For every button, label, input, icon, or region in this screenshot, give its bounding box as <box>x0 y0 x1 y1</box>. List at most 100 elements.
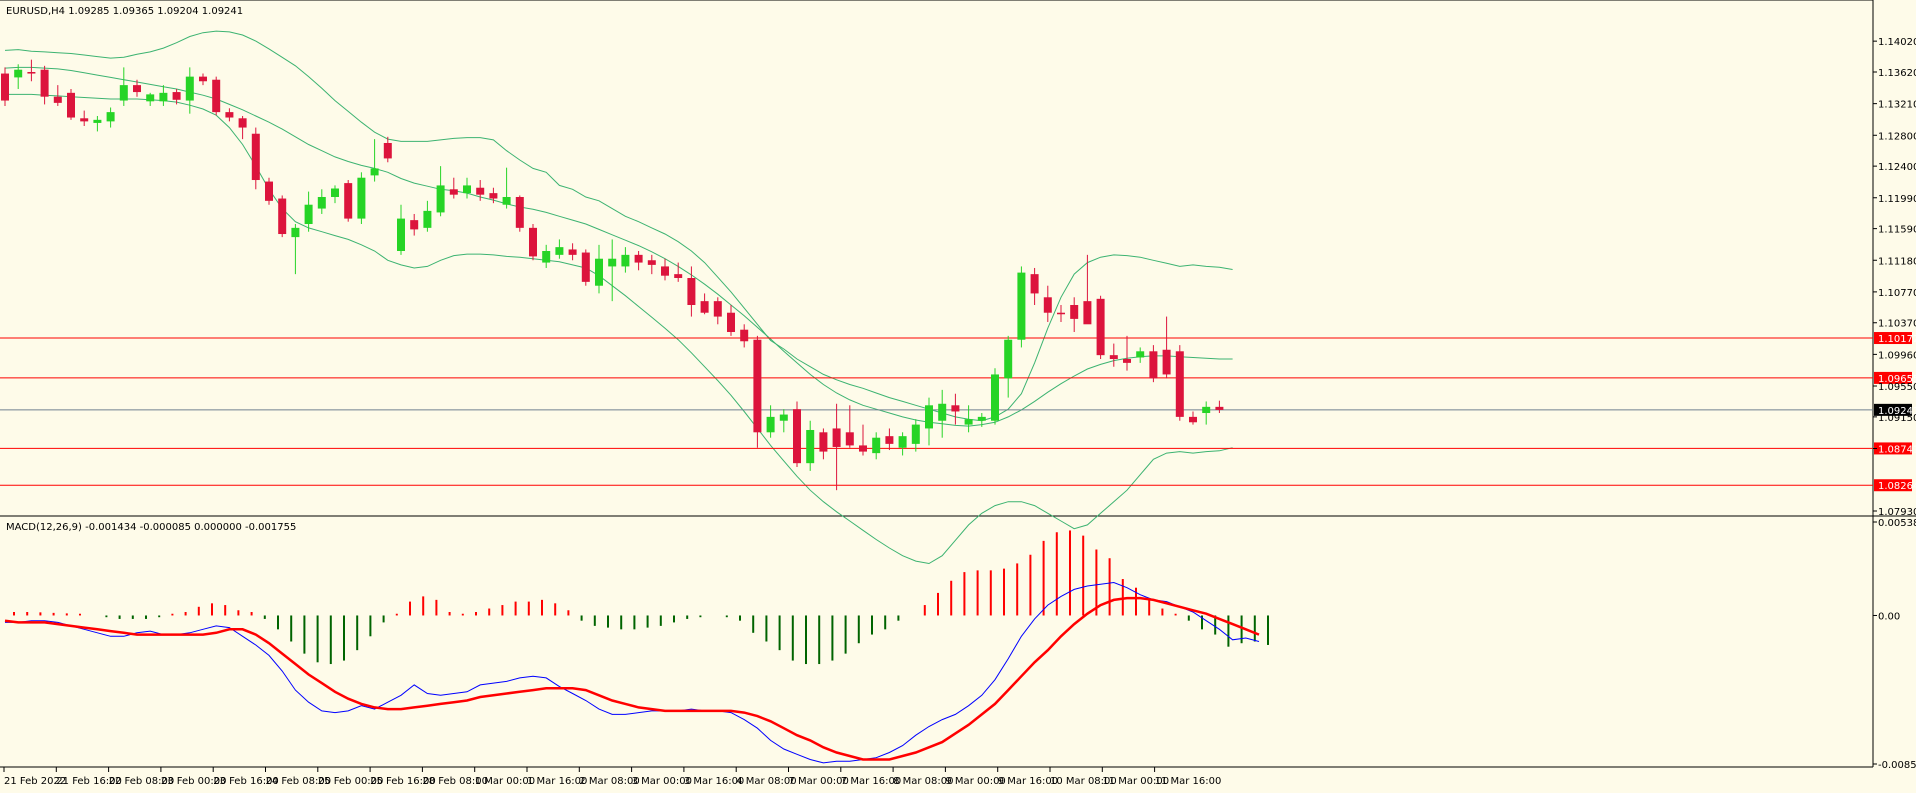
candle <box>489 187 498 204</box>
candle-body <box>1189 416 1197 423</box>
time-tick-label: 11 Mar 16:00 <box>1155 776 1222 787</box>
candle-body <box>159 92 168 102</box>
candle <box>185 67 194 114</box>
time-tick-label: 25 Feb 00:00 <box>318 776 384 787</box>
candle-body <box>529 227 537 257</box>
candle <box>93 115 102 132</box>
time-tick-label: 4 Mar 08:00 <box>736 776 796 787</box>
candle <box>1017 266 1026 348</box>
macd-axis: 0.005388 0.00 -0.008562 <box>1873 518 1916 771</box>
price-tick-label: 1.13210 <box>1878 100 1916 111</box>
candle <box>885 428 894 451</box>
macd-tick-label: 0.00 <box>1878 611 1900 622</box>
candle <box>436 166 445 217</box>
candle <box>740 324 749 348</box>
candle-body <box>1149 351 1158 379</box>
candle <box>133 79 141 97</box>
level-price-label: 1.08741 <box>1878 444 1916 455</box>
candle-body <box>898 436 907 448</box>
level-price-label: 1.10172 <box>1878 334 1916 345</box>
candle <box>1109 343 1118 367</box>
candle <box>1057 305 1065 322</box>
signal-line <box>4 596 1260 761</box>
bollinger-lower-line <box>5 93 1233 565</box>
candle <box>370 139 379 182</box>
macd-header: MACD(12,26,9) -0.001434 -0.000085 0.0000… <box>6 522 296 533</box>
price-axis: 1.10172 1.09655 1.08741 1.08264 1.09241 1.140… <box>1873 37 1916 518</box>
level-price-tag <box>1874 479 1912 492</box>
price-tick-label: 1.11180 <box>1878 256 1916 267</box>
candle <box>608 239 617 302</box>
candle <box>674 262 683 282</box>
time-tick-label: 7 Mar 00:00 <box>789 776 849 787</box>
candle-body <box>740 329 749 342</box>
candle <box>265 177 273 205</box>
price-tick-label: 1.11590 <box>1878 225 1916 236</box>
candle <box>1136 347 1145 363</box>
candle-body <box>1070 305 1079 319</box>
candle-body <box>1123 359 1131 363</box>
price-tick-label: 1.13620 <box>1878 68 1916 79</box>
candle-body <box>93 119 102 123</box>
candle-body <box>872 437 881 454</box>
candle-body <box>265 181 273 201</box>
candle-body <box>674 274 683 279</box>
candle <box>449 177 458 199</box>
candle <box>1 67 9 106</box>
candle-body <box>991 374 999 421</box>
candle-body <box>1 73 9 101</box>
candle <box>159 85 168 106</box>
candle <box>291 223 300 275</box>
macd-histogram <box>13 530 1269 665</box>
time-tick-label: 2 Mar 08:00 <box>579 776 639 787</box>
candle <box>1149 345 1158 383</box>
level-price-tag <box>1874 442 1912 455</box>
candle <box>463 177 471 199</box>
candle <box>423 200 432 232</box>
price-pane[interactable]: 1.10172 1.09655 1.08741 1.08264 1.09241 1.140… <box>0 0 1916 768</box>
candle-body <box>410 220 419 230</box>
symbol-header: EURUSD,H4 1.09285 1.09365 1.09204 1.0924… <box>6 6 243 17</box>
time-tick-label: 24 Feb 08:00 <box>266 776 332 787</box>
price-tick-label: 1.09550 <box>1878 382 1916 393</box>
candle <box>845 405 854 448</box>
candle <box>14 64 23 89</box>
candle-body <box>793 409 801 464</box>
candle <box>911 419 920 452</box>
candle <box>502 167 511 209</box>
candle-body <box>291 227 300 238</box>
candle-body <box>766 416 775 433</box>
time-tick-label: 7 Mar 16:00 <box>841 776 901 787</box>
candle <box>581 249 590 286</box>
candle-body <box>727 312 735 333</box>
candle <box>146 92 155 106</box>
candle-body <box>1109 355 1118 360</box>
candle <box>753 335 762 448</box>
candle-body <box>700 301 709 313</box>
price-tick-label: 1.12800 <box>1878 131 1916 142</box>
candle <box>119 67 128 106</box>
macd-pane[interactable]: 0.005388 0.00 -0.008562 MACD(12,26,9) -0.0… <box>4 518 1916 771</box>
candle <box>806 420 815 471</box>
candle-body <box>1136 351 1145 358</box>
candle-body <box>317 196 326 209</box>
candle <box>938 389 947 438</box>
macd-tick-label: -0.008562 <box>1878 760 1916 771</box>
candle <box>1189 411 1197 425</box>
candle <box>1215 400 1224 414</box>
candle <box>991 368 999 425</box>
horizontal-level-lines[interactable] <box>0 337 1873 486</box>
candle-body <box>1096 298 1105 356</box>
candle <box>410 213 419 236</box>
price-tick-label: 1.14020 <box>1878 37 1916 48</box>
price-tick-label: 1.07930 <box>1878 507 1916 518</box>
candle <box>1175 345 1184 421</box>
candle-body <box>1043 297 1052 313</box>
level-price-label: 1.08264 <box>1878 481 1916 492</box>
candle-body <box>568 249 577 255</box>
candle <box>687 266 696 317</box>
candle <box>621 247 630 273</box>
candle-body <box>819 432 828 452</box>
candle-body <box>331 188 339 197</box>
